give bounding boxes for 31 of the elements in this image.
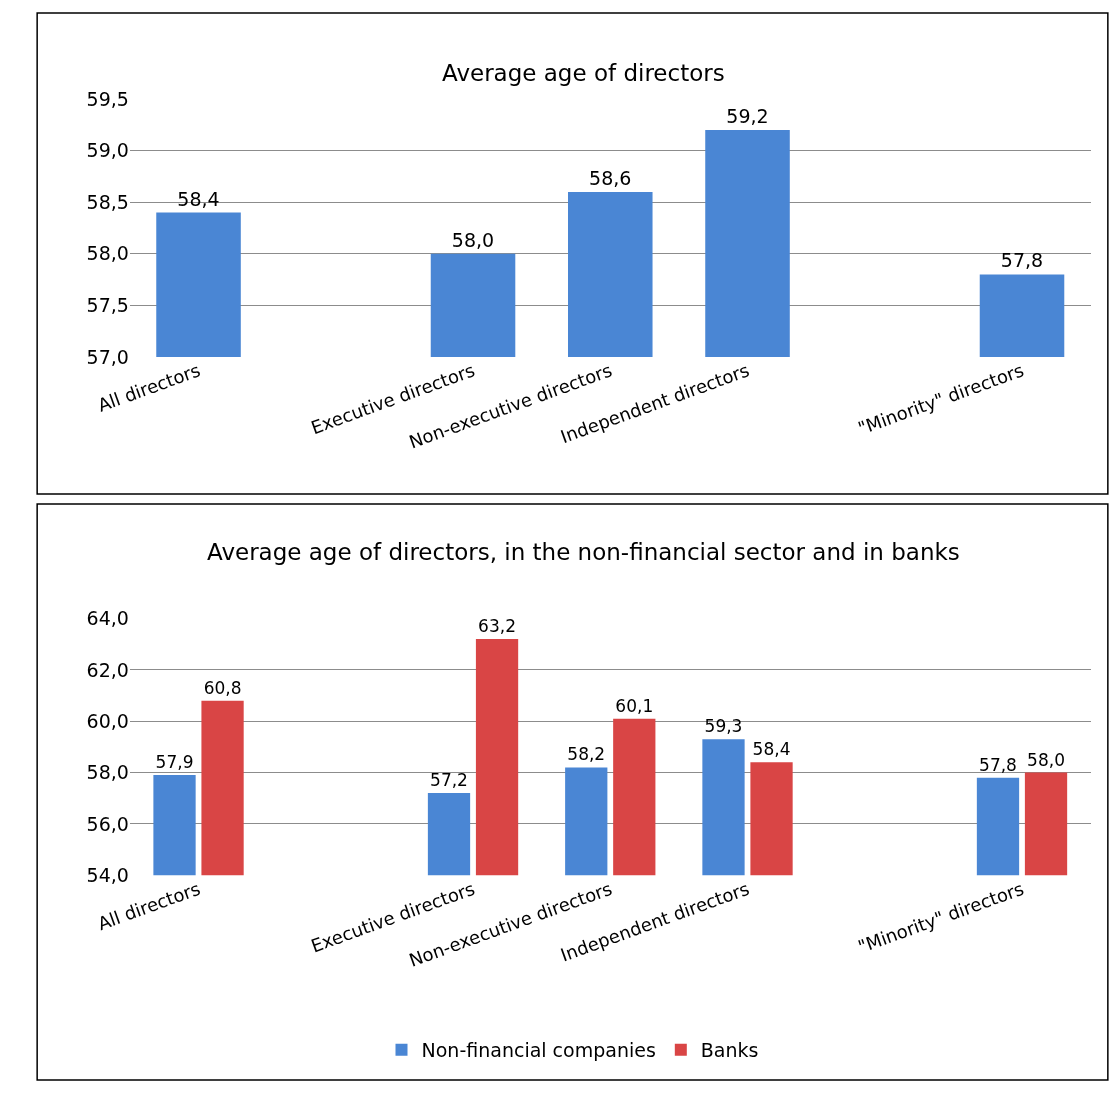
y-tick-label: 64,0 <box>86 607 129 630</box>
y-tick-label: 62,0 <box>86 658 129 681</box>
y-tick-label: 59,0 <box>86 139 129 162</box>
data-label: 59,3 <box>704 716 743 737</box>
data-label: 57,8 <box>1000 249 1044 272</box>
data-label: 59,2 <box>726 105 769 128</box>
y-tick-label: 58,0 <box>86 761 129 784</box>
y-tick-label: 57,0 <box>86 345 129 368</box>
y-tick-label: 59,5 <box>86 87 129 110</box>
data-label: 58,0 <box>451 228 495 251</box>
y-tick-label: 58,0 <box>86 242 129 265</box>
data-label: 58,0 <box>1027 749 1065 770</box>
chart-title: Average age of directors <box>442 60 725 86</box>
data-label: 58,4 <box>177 187 220 210</box>
y-tick-label: 54,0 <box>86 863 129 886</box>
legend-label: Banks <box>700 1039 759 1062</box>
data-label: 58,4 <box>752 739 791 760</box>
legend-label: Non-financial companies <box>421 1039 656 1062</box>
data-label: 58,6 <box>589 166 632 189</box>
y-tick-label: 57,5 <box>86 294 129 317</box>
data-label: 63,2 <box>478 616 516 637</box>
y-tick-label: 58,5 <box>86 190 129 213</box>
data-label: 60,1 <box>615 695 654 716</box>
chart-title: Average age of directors, in the non-financial sector and in banks <box>207 539 960 565</box>
data-label: 58,2 <box>567 744 606 765</box>
data-label: 57,8 <box>979 754 1017 775</box>
data-label: 57,9 <box>155 752 194 773</box>
y-tick-label: 56,0 <box>86 812 129 835</box>
y-tick-label: 60,0 <box>86 709 129 732</box>
data-label: 57,2 <box>430 770 468 791</box>
data-label: 60,8 <box>203 677 242 698</box>
